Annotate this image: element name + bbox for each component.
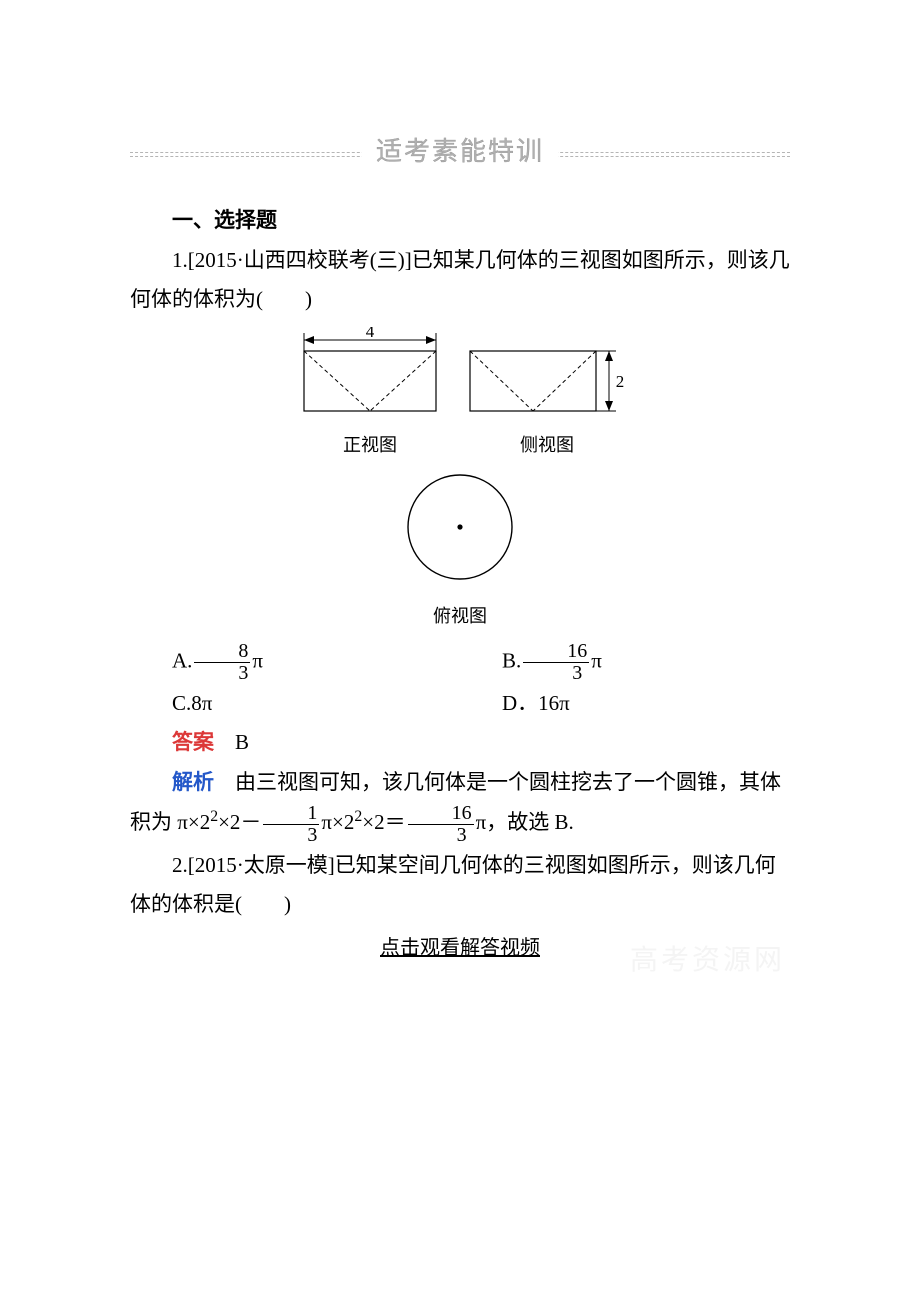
front-view-block: 4 正视图 [294,327,446,463]
front-view-caption: 正视图 [294,429,446,462]
opt-b-suffix: π [591,648,602,672]
explain-mid2: π×2 [321,810,354,834]
explain-mid1: ×2－ [218,810,261,834]
f2-num: 16 [408,803,474,825]
banner-title: 适考素能特训 [362,128,558,176]
side-view-caption: 侧视图 [468,429,626,462]
opt-b-den: 3 [523,663,589,684]
f1-den: 3 [263,825,319,846]
f2-den: 3 [408,825,474,846]
q1-option-c: C.8π [130,684,460,723]
opt-a-suffix: π [252,648,263,672]
q1-stem: 1.[2015·山西四校联考(三)]已知某几何体的三视图如图所示，则该几何体的体… [130,241,790,319]
watermark: 高考资源网 [630,935,785,987]
front-width-label: 4 [366,327,375,341]
page-banner: 适考素能特训 [130,128,790,176]
q1-row-ab: A.83π B.163π [130,641,790,684]
top-view-caption: 俯视图 [130,600,790,633]
q1-option-b: B.163π [460,641,790,684]
side-view-svg: 2 [468,327,626,415]
q1-row-cd: C.8π D．16π [130,684,790,723]
front-view-svg: 4 [294,327,446,415]
q1-option-d: D．16π [460,684,790,723]
answer-value: B [235,730,249,754]
q1-explain: 解析 由三视图可知，该几何体是一个圆柱挖去了一个圆锥，其体积为 π×22×2－1… [130,763,790,847]
side-height-label: 2 [616,372,625,391]
answer-label: 答案 [172,731,214,754]
explain-post: π，故选 B. [476,810,574,834]
section-heading: 一、选择题 [130,202,790,241]
q1-option-a: A.83π [130,641,460,684]
top-view-block: 俯视图 [130,469,790,633]
opt-a-den: 3 [194,663,250,684]
explain-mid3: ×2＝ [362,810,405,834]
opt-b-prefix: B. [502,648,521,672]
q1-answer-line: 答案 B [130,723,790,763]
opt-b-num: 16 [523,641,589,663]
q1-figure: 4 正视图 2 侧视图 俯视图 [130,327,790,633]
f1-num: 1 [263,803,319,825]
side-view-block: 2 侧视图 [468,327,626,463]
explain-label: 解析 [172,771,214,794]
q2-stem: 2.[2015·太原一模]已知某空间几何体的三视图如图所示，则该几何体的体积是(… [130,846,790,924]
opt-a-num: 8 [194,641,250,663]
opt-a-prefix: A. [172,648,192,672]
top-view-svg [400,469,520,585]
